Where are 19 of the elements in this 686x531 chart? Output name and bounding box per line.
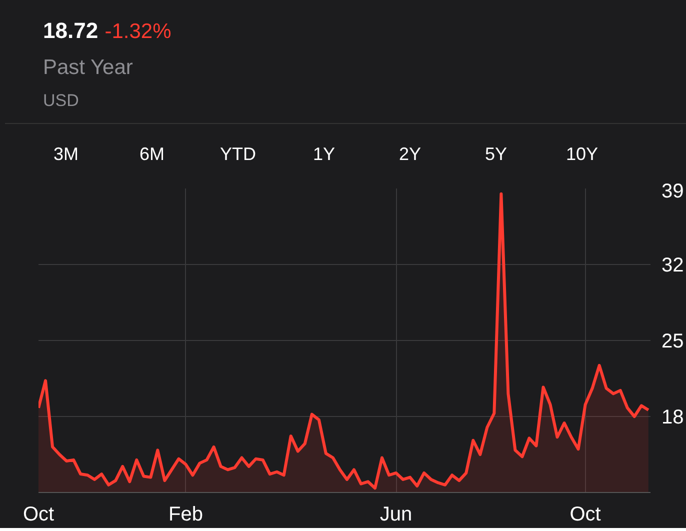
text: YTD	[219, 143, 257, 166]
text: USD	[43, 90, 80, 112]
x-tick-label: Feb	[168, 503, 203, 526]
x-tick-label: Oct	[22, 503, 54, 526]
y-tick-label: 39	[662, 180, 684, 202]
text: 10Y	[564, 143, 600, 166]
text: Past Year	[43, 55, 134, 81]
y-tick-label: 18	[662, 406, 684, 428]
text: 5Y	[484, 143, 508, 166]
text: 6M	[138, 143, 166, 166]
x-tick-label: Oct	[570, 503, 602, 526]
y-tick-label: 25	[662, 330, 684, 352]
x-tick-label: Jun	[380, 503, 412, 526]
chart-title: 18.72	[43, 18, 98, 43]
chart-subtitle: -1.32%	[104, 20, 172, 43]
y-tick-label: 32	[662, 254, 684, 276]
text: 3M	[52, 143, 80, 166]
text: 1Y	[312, 143, 336, 166]
text: 2Y	[398, 143, 422, 166]
